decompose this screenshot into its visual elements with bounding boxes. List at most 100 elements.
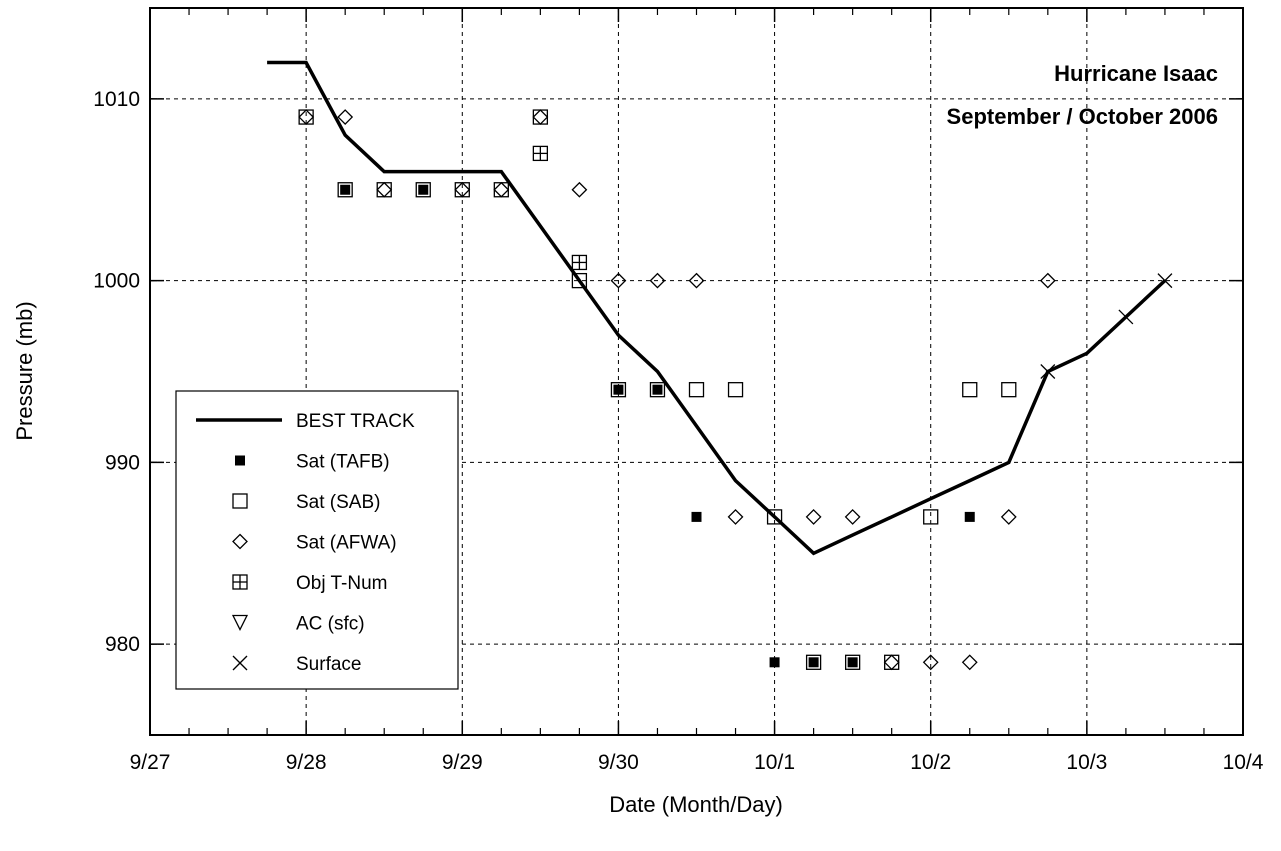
data-point-crossed-square [532,145,549,162]
data-point-open-diamond [688,272,705,289]
chart-subtitle: September / October 2006 [947,104,1218,129]
filled-square-mark [235,455,245,466]
x-tick-label: 10/4 [1223,751,1264,774]
open-diamond-mark [376,181,393,198]
legend-label: Sat (TAFB) [296,452,390,473]
data-point-filled-square [652,384,663,395]
open-diamond-mark [532,109,549,125]
data-point-open-diamond [961,654,978,671]
data-point-open-diamond [727,508,744,525]
data-point-open-diamond [337,109,354,125]
open-square-mark [493,182,509,198]
open-diamond-mark [805,508,822,525]
data-point-open-diamond [883,654,900,671]
open-diamond-mark [1000,508,1017,525]
legend-label: BEST TRACK [296,411,415,432]
data-point-open-square [493,182,509,198]
data-point-open-square [766,509,783,525]
data-point-open-square [844,654,861,670]
x-tick-label: 9/30 [598,751,639,774]
y-tick-label: 1000 [93,270,140,293]
filled-square-mark [613,384,624,395]
data-point-filled-square [964,511,975,522]
y-tick-labels: 980 990 1000 1010 [93,88,140,656]
data-point-crossed-square [571,254,588,271]
open-diamond-mark [1039,272,1056,289]
open-diamond-mark [844,508,861,525]
data-point-open-square [727,382,744,398]
open-diamond-mark [298,109,315,125]
legend-box [175,390,459,690]
legend: BEST TRACK Sat (TAFB) Sat (SAB) Sat (AFWA) O… [175,390,459,690]
x-tick-label: 10/1 [754,751,795,774]
data-point-open-square [571,272,588,289]
data-point-open-diamond [1039,272,1056,289]
filled-square-mark [652,384,663,395]
x-mark-b [1040,364,1056,379]
chart-title: Hurricane Isaac [1054,61,1218,86]
open-square-mark [766,509,783,525]
data-point-open-diamond [232,533,248,550]
data-point-open-square [688,382,705,398]
open-square-mark [844,654,861,670]
data-point-open-square [923,509,939,525]
open-square-mark [1001,382,1017,398]
data-point-open-square [884,654,900,670]
data-point-x [1040,364,1056,379]
data-point-open-diamond [376,181,393,198]
data-point-open-diamond [298,109,315,125]
data-point-filled-square [808,657,819,668]
data-point-open-square [962,382,978,398]
x-tick-label: 9/28 [286,751,327,774]
data-point-open-square [649,382,666,398]
open-square-mark [415,182,431,198]
filled-square-mark [808,657,819,668]
data-point-open-diamond [571,181,588,198]
x-tick-label: 9/27 [130,751,171,774]
data-point-open-diamond [454,181,471,198]
legend-label: Sat (SAB) [296,492,380,513]
data-point-open-square [805,654,822,670]
legend-label: Surface [296,654,361,675]
open-diamond-mark [493,181,510,198]
x-mark-b [232,655,248,671]
open-diamond-mark [961,654,978,671]
legend-label: Obj T-Num [296,573,388,594]
open-square-mark [688,382,705,398]
open-square-mark [805,654,822,670]
open-diamond-mark [454,181,471,198]
open-diamond-mark [571,181,588,198]
data-point-open-diamond [805,508,822,525]
filled-square-mark [964,511,975,522]
x-tick-label: 9/29 [442,751,483,774]
data-point-open-diamond [922,654,939,671]
open-diamond-mark [727,508,744,525]
best-track-line [267,60,1167,556]
y-tick-label: 1010 [93,88,140,111]
filled-square-mark [847,657,858,668]
filled-square-mark [340,184,351,195]
data-point-open-triangle-down [231,614,249,631]
open-triangle-mark [231,614,249,631]
data-point-open-diamond [1000,508,1017,525]
open-square-mark [923,509,939,525]
data-point-open-square [532,109,549,125]
data-point-filled-square [769,657,780,668]
data-point-x [232,655,248,671]
data-point-crossed-square [232,574,248,590]
filled-square-mark [691,511,702,522]
open-diamond-mark [922,654,939,671]
data-point-x [1157,273,1173,289]
data-point-filled-square [691,511,702,522]
data-point-open-square [337,182,353,198]
legend-label: Sat (AFWA) [296,533,397,554]
x-axis-title: Date (Month/Day) [609,792,783,817]
open-diamond-mark [337,109,354,125]
x-mark-b [1118,309,1134,325]
data-point-open-square [376,182,392,198]
data-point-open-square [415,182,431,198]
filled-square-mark [769,657,780,668]
open-diamond-mark [649,272,666,289]
data-point-filled-square [418,184,429,195]
